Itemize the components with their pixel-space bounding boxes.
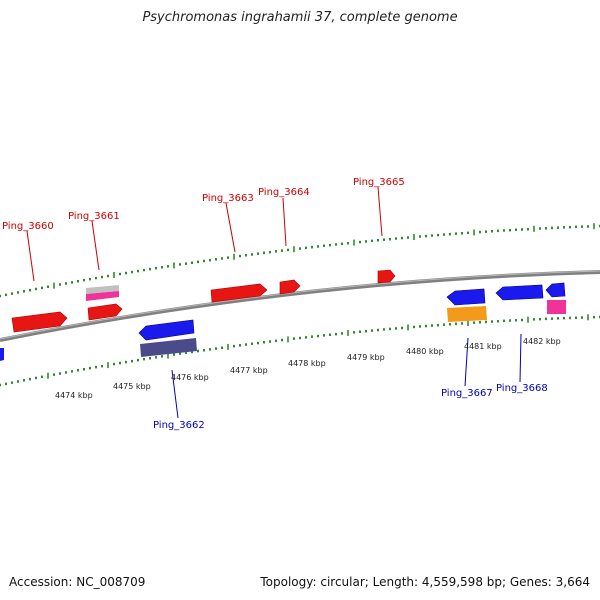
gene-feature[interactable] xyxy=(86,291,119,301)
gene-feature[interactable] xyxy=(447,306,487,322)
gene-feature[interactable] xyxy=(0,348,4,361)
gene-feature[interactable] xyxy=(11,311,68,333)
kbp-tick-label: 4479 kbp xyxy=(347,353,385,362)
reverse-tick-track xyxy=(0,314,600,387)
gene-label-forward[interactable]: Ping_3661 xyxy=(68,211,120,222)
forward-tick-track xyxy=(0,223,600,298)
kbp-tick-label: 4476 kbp xyxy=(171,373,209,382)
gene-feature[interactable] xyxy=(446,288,486,306)
gene-feature[interactable] xyxy=(547,300,566,314)
gene-features xyxy=(0,269,566,361)
gene-feature[interactable] xyxy=(138,319,195,341)
gene-feature[interactable] xyxy=(545,282,566,298)
label-leader-lines xyxy=(26,186,522,419)
kbp-tick-label: 4474 kbp xyxy=(55,391,93,400)
gene-label-forward[interactable]: Ping_3660 xyxy=(2,221,54,232)
kbp-tick-label: 4480 kbp xyxy=(406,347,444,356)
gene-feature[interactable] xyxy=(377,269,396,284)
kbp-tick-label: 4482 kbp xyxy=(523,337,561,346)
gene-feature[interactable] xyxy=(279,279,301,295)
gene-feature[interactable] xyxy=(210,283,268,303)
kbp-tick-label: 4478 kbp xyxy=(288,359,326,368)
genome-summary-text: Topology: circular; Length: 4,559,598 bp… xyxy=(260,575,590,589)
map-title: Psychromonas ingrahamii 37, complete gen… xyxy=(142,10,458,25)
kbp-tick-label: 4481 kbp xyxy=(464,342,502,351)
genome-backbone xyxy=(0,270,600,342)
gene-label-forward[interactable]: Ping_3665 xyxy=(353,177,405,188)
accession-text: Accession: NC_008709 xyxy=(9,575,146,589)
gene-label-forward[interactable]: Ping_3663 xyxy=(202,193,254,204)
kbp-tick-label: 4477 kbp xyxy=(230,366,268,375)
gene-label-reverse[interactable]: Ping_3668 xyxy=(496,383,548,394)
gene-feature[interactable] xyxy=(140,338,197,357)
gene-feature[interactable] xyxy=(495,284,544,301)
gene-feature[interactable] xyxy=(87,303,123,321)
gene-label-reverse[interactable]: Ping_3662 xyxy=(153,420,205,431)
kbp-tick-label: 4475 kbp xyxy=(113,382,151,391)
gene-label-forward[interactable]: Ping_3664 xyxy=(258,187,310,198)
gene-label-reverse[interactable]: Ping_3667 xyxy=(441,388,493,399)
